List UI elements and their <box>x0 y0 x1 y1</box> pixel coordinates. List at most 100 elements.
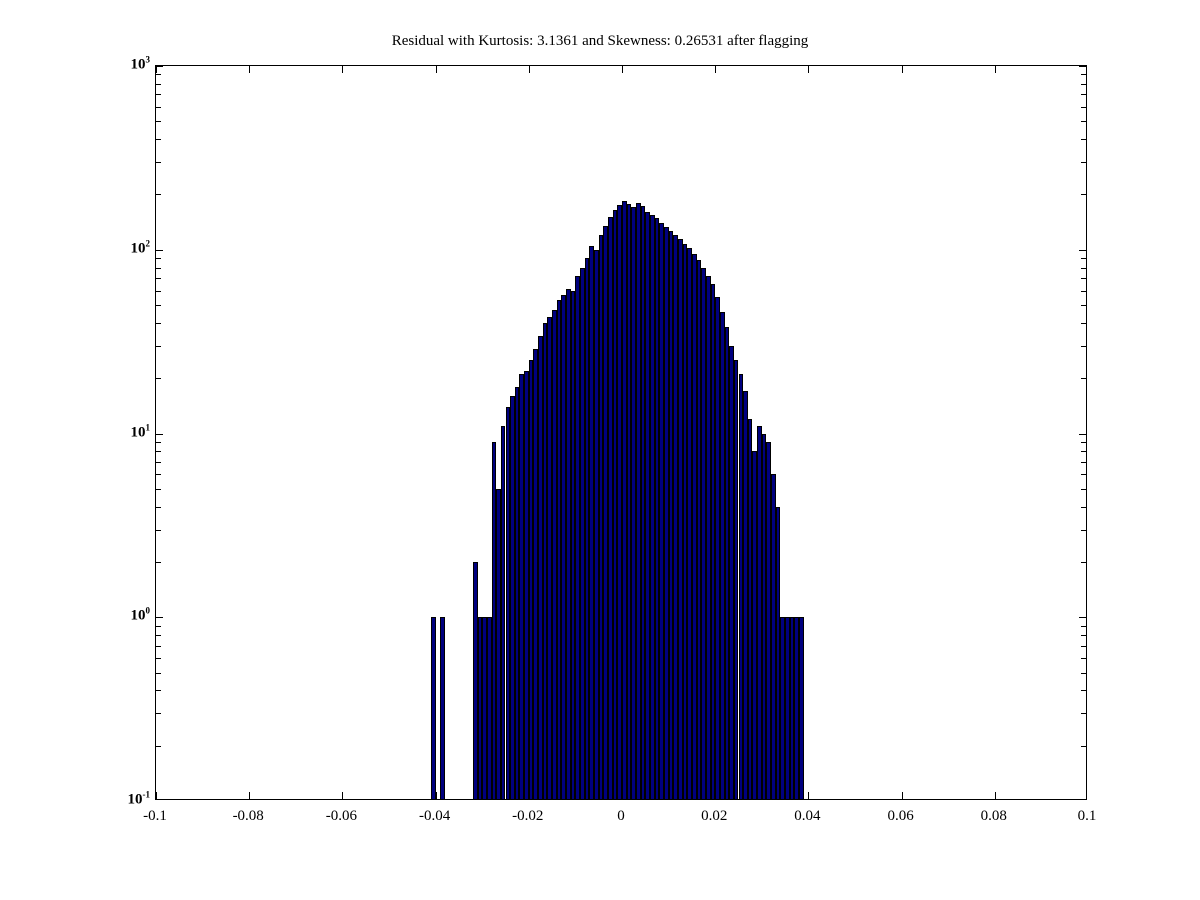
histogram-bar <box>705 275 711 799</box>
histogram-bar <box>747 418 753 799</box>
y-axis-tick <box>156 249 163 251</box>
histogram-bar <box>626 203 632 799</box>
histogram-bar <box>738 374 744 799</box>
y-axis-minor-tick <box>1081 345 1086 347</box>
x-axis-tick <box>715 66 717 73</box>
plot-inner <box>156 66 1086 799</box>
histogram-bar <box>524 370 529 799</box>
x-axis-tick-label: 0.1 <box>1077 808 1097 824</box>
y-axis-tick-label: 10-1 <box>127 789 151 808</box>
x-axis-tick <box>249 66 251 73</box>
y-axis-minor-tick <box>1081 645 1086 647</box>
histogram-bar <box>663 226 669 799</box>
histogram-bar <box>584 258 590 799</box>
y-axis-minor-tick <box>1081 745 1086 747</box>
y-axis-minor-tick <box>156 635 161 637</box>
y-axis-minor-tick <box>156 713 161 715</box>
y-axis-minor-tick <box>156 690 161 692</box>
histogram-bar <box>617 205 622 799</box>
y-axis-tick <box>1079 249 1086 251</box>
histogram-bar <box>556 300 562 799</box>
histogram-bar <box>631 207 636 799</box>
histogram-bar <box>645 212 650 799</box>
histogram-bar <box>724 326 730 799</box>
y-axis-tick <box>1079 433 1086 435</box>
x-axis-tick <box>901 66 903 73</box>
y-axis-minor-tick <box>1081 690 1086 692</box>
histogram-bar <box>649 214 655 799</box>
histogram-bar <box>775 506 781 799</box>
y-axis-tick <box>1079 617 1086 619</box>
y-axis-minor-tick <box>156 290 161 292</box>
x-axis-tick <box>156 792 157 799</box>
y-axis-minor-tick <box>156 94 161 96</box>
x-axis-tick <box>622 66 623 73</box>
histogram-bar <box>710 284 716 799</box>
y-axis-tick-label: 100 <box>130 605 151 624</box>
y-axis-minor-tick <box>156 672 161 674</box>
x-axis-tick-label: 0.08 <box>980 808 1007 824</box>
histogram-bar <box>785 617 790 799</box>
histogram-bar <box>440 617 445 799</box>
y-axis-minor-tick <box>1081 672 1086 674</box>
y-axis-minor-tick <box>156 267 161 269</box>
histogram-bar <box>715 297 720 799</box>
y-axis-minor-tick <box>1081 121 1086 123</box>
x-axis-tick-label: -0.02 <box>512 808 544 824</box>
histogram-bar <box>542 322 548 799</box>
histogram-bar <box>799 617 804 799</box>
histogram-bar <box>752 451 758 799</box>
y-axis-minor-tick <box>1081 162 1086 164</box>
y-axis-minor-tick <box>1081 713 1086 715</box>
y-axis-minor-tick <box>156 162 161 164</box>
y-axis-minor-tick <box>156 529 161 531</box>
y-axis-minor-tick <box>156 658 161 659</box>
y-axis-minor-tick <box>1081 561 1086 563</box>
y-axis-minor-tick <box>1081 506 1086 508</box>
histogram-bar <box>733 360 739 799</box>
histogram-bar <box>612 209 618 799</box>
histogram-bar <box>477 617 483 799</box>
histogram-bar <box>561 294 567 799</box>
y-axis-minor-tick <box>1081 461 1086 463</box>
histogram-bar <box>430 617 436 799</box>
x-axis-tick <box>994 66 996 73</box>
histogram-bar <box>701 267 706 799</box>
x-axis-tick <box>342 792 344 799</box>
x-axis-tick-label: 0 <box>617 808 625 824</box>
histogram-bar <box>566 289 571 799</box>
x-axis-tick <box>435 66 437 73</box>
y-axis-tick <box>1079 66 1086 67</box>
y-axis-minor-tick <box>156 74 161 76</box>
y-axis-minor-tick <box>1081 106 1086 108</box>
histogram-bar <box>552 310 557 799</box>
y-axis-tick <box>156 617 163 619</box>
histogram-bar <box>505 406 511 799</box>
y-axis-minor-tick <box>1081 290 1086 292</box>
histogram-bar <box>491 441 497 799</box>
histogram-bar <box>743 391 748 799</box>
chart-title: Residual with Kurtosis: 3.1361 and Skewn… <box>391 33 809 49</box>
x-axis-tick <box>435 792 437 799</box>
histogram-bar <box>635 202 641 799</box>
y-axis-minor-tick <box>156 506 161 508</box>
y-axis-minor-tick <box>156 488 161 490</box>
y-axis-minor-tick <box>156 322 161 324</box>
histogram-bar <box>594 249 599 799</box>
x-axis-tick <box>715 792 717 799</box>
x-axis-tick <box>808 66 810 73</box>
x-axis-tick <box>808 792 810 799</box>
y-axis-minor-tick <box>1081 278 1086 280</box>
histogram-bar <box>589 245 595 799</box>
y-axis-minor-tick <box>1081 625 1086 627</box>
y-axis-minor-tick <box>1081 83 1086 85</box>
y-axis-minor-tick <box>156 451 161 453</box>
y-axis-minor-tick <box>156 139 161 141</box>
y-axis-tick <box>156 66 163 67</box>
y-axis-minor-tick <box>156 83 161 85</box>
y-axis-minor-tick <box>1081 529 1086 531</box>
y-axis-minor-tick <box>1081 474 1086 476</box>
x-axis-tick <box>156 66 157 73</box>
y-axis-minor-tick <box>156 645 161 647</box>
x-axis-tick-label: 0.02 <box>701 808 728 824</box>
